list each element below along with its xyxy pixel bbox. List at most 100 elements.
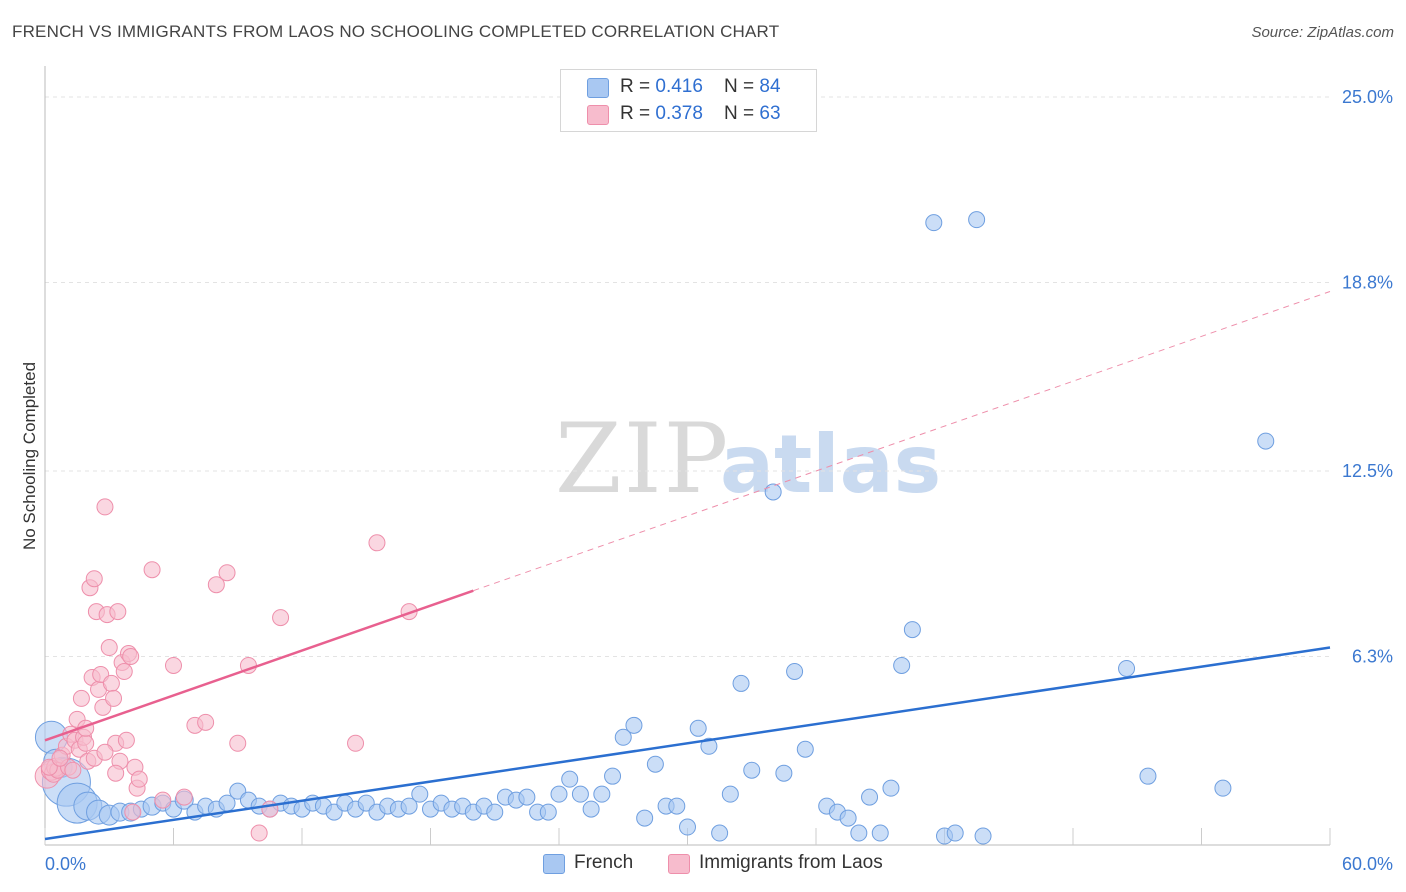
series-legend: French Immigrants from Laos [0, 852, 1406, 878]
laos-swatch [587, 105, 609, 125]
laos-swatch [668, 854, 690, 874]
french-point [689, 719, 707, 737]
french-point [721, 785, 739, 803]
french-point [400, 797, 418, 815]
laos-trendline-extension [473, 291, 1331, 592]
french-point [925, 214, 943, 232]
legend-label-laos: Immigrants from Laos [699, 852, 883, 873]
laos-point [105, 689, 123, 707]
french-point [582, 800, 600, 818]
laos-point [250, 824, 268, 842]
french-point [486, 803, 504, 821]
laos-point [143, 561, 161, 579]
laos-point [218, 564, 236, 582]
french-point [1139, 767, 1157, 785]
french-point [711, 824, 729, 842]
french-point [968, 211, 986, 229]
laos-point [115, 662, 133, 680]
laos-point [64, 761, 82, 779]
laos-point [124, 803, 142, 821]
laos-point [117, 731, 135, 749]
y-tick-label: 25.0% [1342, 87, 1393, 107]
laos-point [51, 749, 69, 767]
laos-point [347, 734, 365, 752]
french-point [786, 662, 804, 680]
laos-point [207, 576, 225, 594]
y-tick-label: 18.8% [1342, 273, 1393, 293]
french-point [1118, 659, 1136, 677]
french-point [679, 818, 696, 836]
laos-point [272, 609, 290, 627]
laos-point [197, 713, 215, 731]
french-point [796, 740, 814, 758]
french-point [903, 621, 921, 639]
french-point [775, 764, 793, 782]
laos-point [165, 656, 182, 674]
french-point [604, 767, 622, 785]
laos-point [77, 734, 95, 752]
french-point [593, 785, 611, 803]
french-point [411, 785, 429, 803]
laos-point [154, 791, 172, 809]
laos-point [85, 570, 103, 588]
x-tick-label: 60.0% [1342, 854, 1393, 874]
french-point [732, 674, 750, 692]
laos-point [72, 689, 90, 707]
laos-point [229, 734, 247, 752]
r-value: 0.378 [655, 103, 703, 124]
source-label: Source: ZipAtlas.com [1251, 24, 1394, 41]
chart-title: FRENCH VS IMMIGRANTS FROM LAOS NO SCHOOL… [12, 22, 780, 41]
french-point [1214, 779, 1232, 797]
n-label: N = [724, 103, 760, 124]
watermark-zip: ZIP [555, 403, 730, 515]
french-point [614, 728, 632, 746]
laos-point [100, 639, 118, 657]
french-point [839, 809, 857, 827]
french-point [861, 788, 879, 806]
french-point [550, 785, 568, 803]
french-swatch [587, 78, 609, 98]
legend-label-french: French [574, 852, 634, 873]
french-point [636, 809, 654, 827]
r-label: R = [620, 103, 656, 124]
r-value: 0.416 [655, 76, 703, 97]
french-point [764, 483, 782, 501]
watermark-atlas: atlas [720, 418, 941, 511]
laos-point [102, 674, 120, 692]
y-tick-label: 6.3% [1352, 647, 1393, 667]
french-point [700, 737, 718, 755]
r-label: R = [620, 76, 656, 97]
french-point [850, 824, 868, 842]
french-point [518, 788, 536, 806]
x-tick-label: 0.0% [45, 854, 86, 874]
french-point [571, 785, 589, 803]
french-point [561, 770, 579, 788]
laos-point [122, 648, 140, 666]
n-value: 63 [759, 103, 781, 124]
n-label: N = [724, 76, 760, 97]
french-point [974, 827, 992, 845]
n-value: 84 [759, 76, 781, 97]
french-point [946, 824, 964, 842]
french-point [646, 755, 664, 773]
laos-point [96, 743, 114, 761]
laos-point [175, 788, 193, 806]
french-point [539, 803, 557, 821]
stats-legend: R = 0.416 N = 84 R = 0.378 N = 63 [560, 69, 817, 132]
french-point [882, 779, 900, 797]
french-point [871, 824, 889, 842]
french-point [743, 761, 761, 779]
laos-point [109, 603, 127, 621]
french-point [1257, 432, 1275, 450]
laos-point [107, 764, 125, 782]
laos-point [96, 498, 114, 516]
french-trendline [44, 646, 1331, 841]
french-point [625, 716, 643, 734]
y-tick-label: 12.5% [1342, 461, 1393, 481]
laos-trendline [44, 589, 474, 742]
french-point [668, 797, 686, 815]
french-point [893, 656, 911, 674]
laos-point [130, 770, 148, 788]
french-swatch [543, 854, 565, 874]
